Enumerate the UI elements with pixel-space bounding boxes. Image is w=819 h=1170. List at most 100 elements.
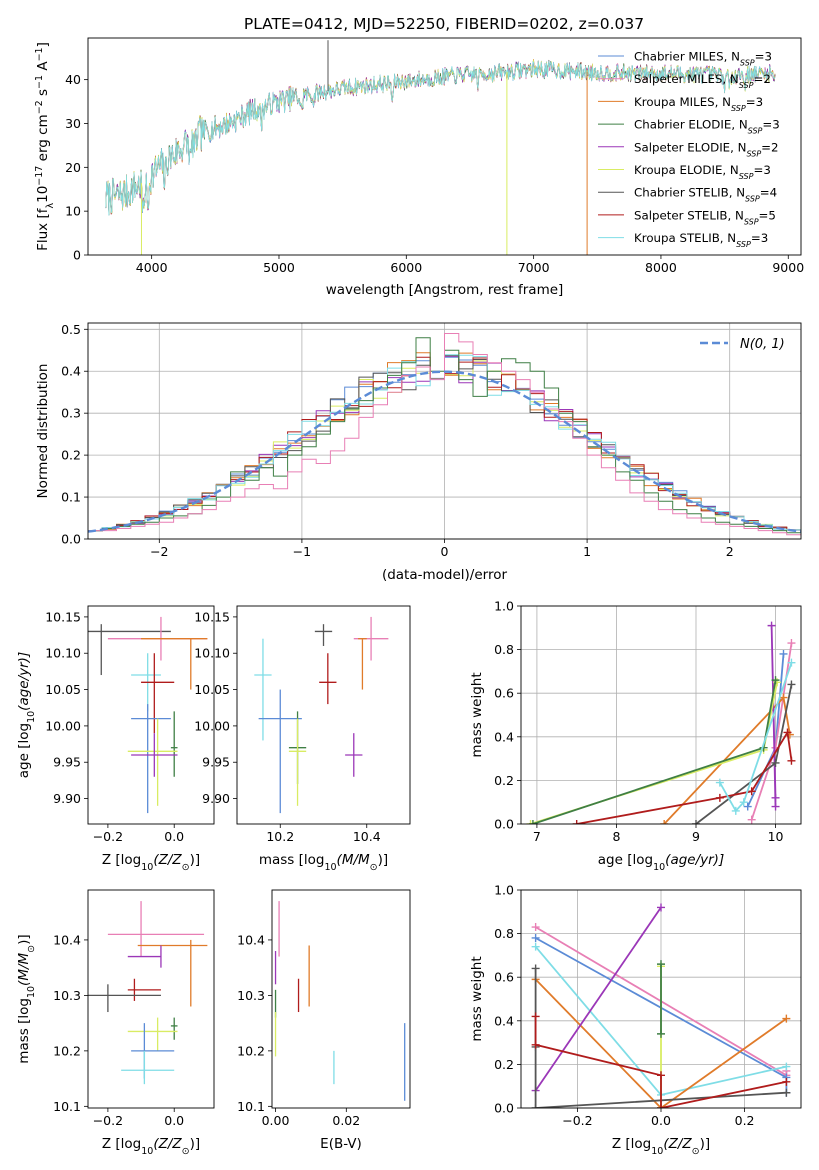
y-tick-label: 0.2 <box>494 1057 514 1072</box>
y-tick-label: 20 <box>65 160 81 175</box>
y-tick-label: 0.8 <box>494 642 514 657</box>
y-tick-label: 0.6 <box>494 686 514 701</box>
x-tick-label: −1 <box>293 544 311 559</box>
weight-marker <box>572 820 581 824</box>
spectrum-panel: 4000 5000 6000 7000 8000 9000 0 10 20 30 40 Chabrie… <box>34 37 804 298</box>
x-tick-label: −0.2 <box>93 1113 123 1128</box>
y-tick-label: 10.3 <box>237 988 265 1003</box>
extinction-mass-panel: 0.00 0.02 10.1 10.2 10.3 10.4 E(B-V) <box>237 889 411 1152</box>
errorbar-point <box>131 733 178 777</box>
legend-entry: Chabrier ELODIE, NSSP=3 <box>634 118 780 136</box>
y-tick-label: 0.4 <box>494 729 514 744</box>
y-tick-label: 0.2 <box>61 448 81 463</box>
axes-frame <box>87 889 215 1109</box>
weight-marker <box>731 806 740 815</box>
errorbar-point <box>88 984 161 1013</box>
weight-marker <box>771 676 780 685</box>
errorbar-point <box>170 1017 178 1040</box>
errorbar-point <box>358 638 367 690</box>
y-tick-label: 10.10 <box>194 646 230 661</box>
weight-marker <box>657 1029 665 1038</box>
y-axis-label: mass weight <box>469 956 485 1041</box>
x-tick-label: 5000 <box>263 260 295 275</box>
x-axis-label: wavelength [Angstrom, rest frame] <box>326 282 564 298</box>
metallicity-age-panel: −0.2 0.0 9.90 9.95 10.00 10.05 10.10 10.15 Z [lo… <box>16 605 215 873</box>
errorbar-point <box>141 638 208 690</box>
x-tick-label: 8000 <box>645 260 677 275</box>
weight-marker <box>531 923 540 932</box>
legend-entry: N(0, 1) <box>740 337 785 352</box>
weight-line <box>719 662 793 813</box>
y-tick-label: 9.90 <box>53 791 81 806</box>
x-axis-label: Z [log10(Z/Z⊙)] <box>102 1136 200 1157</box>
y-tick-label: 0.0 <box>494 1101 514 1116</box>
x-tick-label: 8 <box>612 829 620 844</box>
y-tick-label: 10.4 <box>237 932 265 947</box>
errorbar-point <box>345 733 363 777</box>
x-tick-label: 7000 <box>518 260 550 275</box>
y-tick-label: 10.05 <box>45 682 81 697</box>
residuals-panel: −2 −1 0 1 2 0.0 0.1 0.2 0.3 0.4 0.5 N(0, 1) (data-mo… <box>35 322 802 583</box>
weight-marker <box>531 1040 540 1049</box>
legend-entry: Kroupa STELIB, NSSP=3 <box>634 231 768 249</box>
mass-age-panel: 10.2 10.4 9.90 9.95 10.00 10.05 10.10 10.15 mass… <box>194 605 411 873</box>
metallicity-weight-panel: −0.2 0.0 0.2 0.0 0.2 0.4 0.6 0.8 1.0 Z [log10(Z/Z… <box>469 883 802 1157</box>
y-tick-label: 0.1 <box>61 490 81 505</box>
y-axis-label: Normed distribution <box>35 364 51 499</box>
errorbar-point <box>127 945 162 968</box>
weight-lines <box>531 903 791 1108</box>
weight-marker <box>531 933 540 942</box>
y-tick-label: 10.00 <box>45 718 81 733</box>
errorbar-points <box>88 616 208 814</box>
x-tick-label: 9000 <box>772 260 804 275</box>
errorbar-point <box>137 939 208 1007</box>
weight-marker <box>787 658 796 667</box>
x-axis-label: Z [log10(Z/Z⊙)] <box>612 1136 710 1157</box>
x-axis-label: Z [log10(Z/Z⊙)] <box>102 852 200 873</box>
errorbar-point <box>127 978 161 1001</box>
y-tick-label: 0.4 <box>61 364 81 379</box>
x-tick-label: 10 <box>768 829 784 844</box>
y-tick-label: 9.95 <box>53 755 81 770</box>
gaussian-curve <box>88 370 801 533</box>
x-tick-label: 0.0 <box>164 1113 184 1128</box>
errorbar-points <box>88 901 208 1085</box>
x-tick-label: 0.00 <box>262 1113 290 1128</box>
y-axis-label: Flux [fλ10−17 erg cm−2 s−1 A−1] <box>34 42 56 251</box>
x-tick-label: 0.2 <box>735 1113 755 1128</box>
weight-marker <box>657 1104 665 1108</box>
weight-marker <box>715 778 724 787</box>
weight-line <box>532 679 777 824</box>
y-tick-label: 0.8 <box>494 926 514 941</box>
weight-marker <box>779 649 788 658</box>
errorbar-point <box>314 624 333 646</box>
weight-marker <box>787 680 796 689</box>
y-tick-label: 30 <box>65 116 81 131</box>
weight-marker <box>692 820 700 824</box>
weight-marker <box>779 693 788 702</box>
y-tick-label: 40 <box>65 72 81 87</box>
weight-marker <box>531 942 540 951</box>
axes-frame <box>87 322 802 540</box>
metallicity-mass-panel: −0.2 0.0 10.1 10.2 10.3 10.4 Z [log10(Z/Z⊙)] ma… <box>16 889 215 1157</box>
y-tick-label: 10.1 <box>53 1099 81 1114</box>
y-tick-label: 0 <box>73 248 81 263</box>
y-tick-label: 1.0 <box>494 883 514 898</box>
x-tick-label: 10.4 <box>353 829 381 844</box>
y-tick-label: 0.3 <box>61 406 81 421</box>
errorbar-point <box>107 901 205 957</box>
weight-marker <box>526 820 535 824</box>
y-tick-label: 0.0 <box>494 817 514 832</box>
weight-marker <box>771 802 780 811</box>
x-tick-label: 7 <box>533 829 541 844</box>
errorbar-point <box>288 718 307 806</box>
errorbar-point <box>88 624 171 676</box>
weight-line <box>576 729 793 824</box>
weight-marker <box>528 820 537 824</box>
y-tick-label: 10.15 <box>45 609 81 624</box>
axes-frame <box>520 605 802 825</box>
errorbar-point <box>141 653 175 734</box>
y-axis-label: age [log10(age/yr)] <box>16 652 37 778</box>
y-tick-label: 10.05 <box>194 682 230 697</box>
